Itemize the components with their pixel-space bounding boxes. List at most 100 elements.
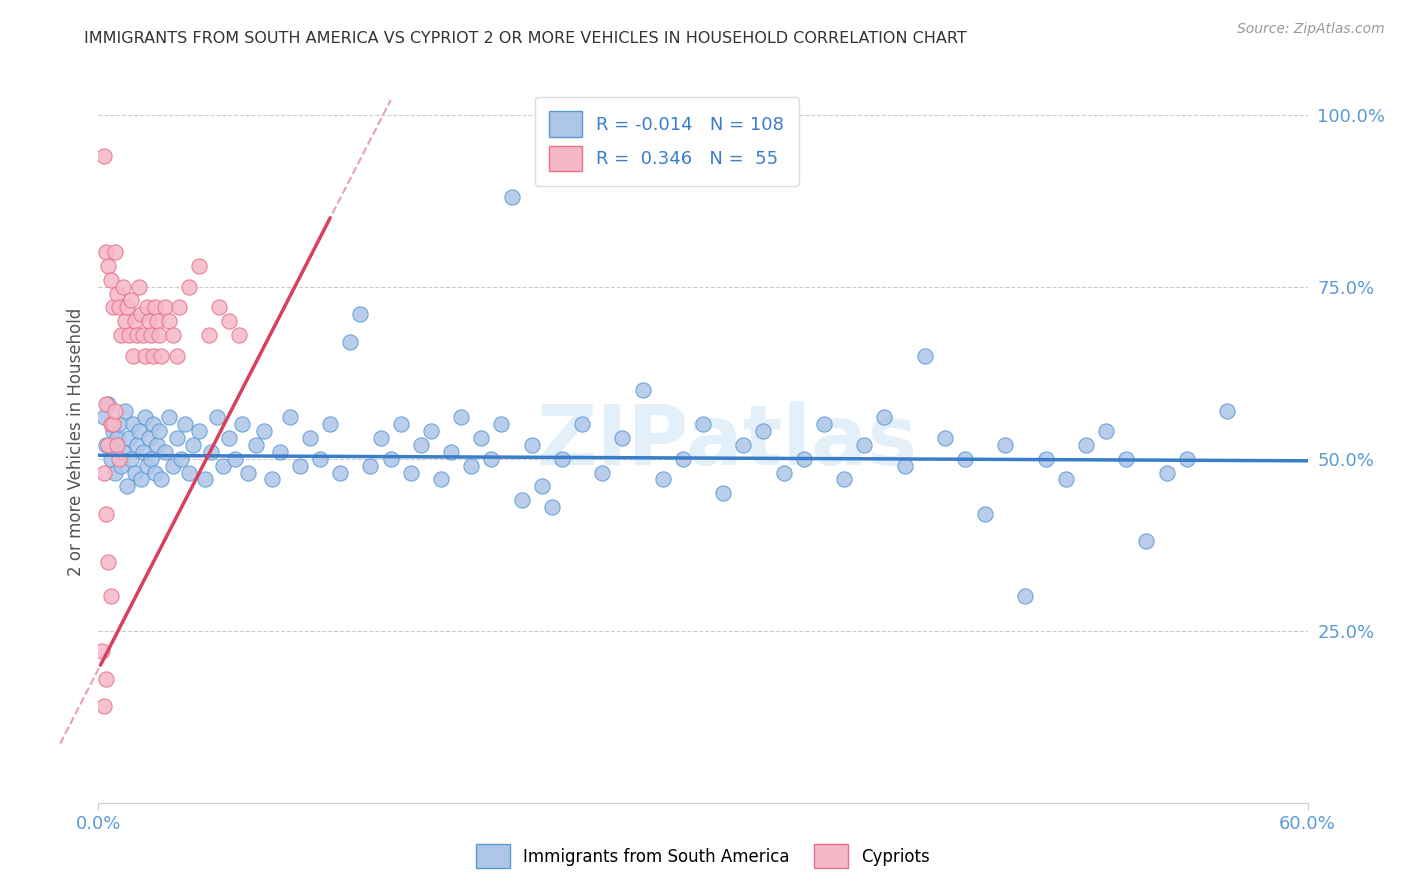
Point xyxy=(97,438,120,452)
Point xyxy=(142,417,165,432)
Point xyxy=(110,458,132,473)
Point xyxy=(128,424,150,438)
Point xyxy=(651,472,673,486)
Point xyxy=(135,458,157,473)
Point xyxy=(103,466,125,480)
Point xyxy=(139,327,162,342)
Point xyxy=(115,301,138,315)
Point xyxy=(162,458,184,473)
Point xyxy=(198,327,221,342)
Point xyxy=(224,451,246,466)
Text: IMMIGRANTS FROM SOUTH AMERICA VS CYPRIOT 2 OR MORE VEHICLES IN HOUSEHOLD CORRELA: IMMIGRANTS FROM SOUTH AMERICA VS CYPRIOT… xyxy=(84,31,967,46)
Point xyxy=(114,314,136,328)
Point xyxy=(481,451,503,466)
Point xyxy=(100,417,122,432)
Point xyxy=(111,279,134,293)
Point xyxy=(218,314,240,328)
Point xyxy=(420,424,443,438)
Point xyxy=(329,466,352,480)
Point xyxy=(107,301,129,315)
Point xyxy=(1135,534,1157,549)
Point xyxy=(132,327,155,342)
Point xyxy=(460,458,482,473)
Point xyxy=(873,410,896,425)
Point xyxy=(97,555,120,569)
Point xyxy=(143,301,166,315)
Point xyxy=(142,349,165,363)
Point xyxy=(188,259,211,273)
Point xyxy=(162,327,184,342)
Point xyxy=(1054,472,1077,486)
Point xyxy=(672,451,695,466)
Point xyxy=(149,349,172,363)
Point xyxy=(245,438,267,452)
Point xyxy=(114,403,136,417)
Point xyxy=(194,472,217,486)
Point xyxy=(200,445,222,459)
Point xyxy=(1156,466,1178,480)
Point xyxy=(148,327,170,342)
Point xyxy=(339,334,361,349)
Point xyxy=(591,466,613,480)
Point xyxy=(153,301,176,315)
Text: Source: ZipAtlas.com: Source: ZipAtlas.com xyxy=(1237,22,1385,37)
Point xyxy=(832,472,855,486)
Point xyxy=(166,431,188,445)
Point xyxy=(134,349,156,363)
Point xyxy=(139,451,162,466)
Point xyxy=(101,417,124,432)
Point xyxy=(510,493,533,508)
Point xyxy=(409,438,432,452)
Point xyxy=(389,417,412,432)
Point xyxy=(100,273,122,287)
Legend: Immigrants from South America, Cypriots: Immigrants from South America, Cypriots xyxy=(470,838,936,875)
Point xyxy=(101,301,124,315)
Point xyxy=(135,301,157,315)
Point xyxy=(167,301,190,315)
Point xyxy=(125,327,148,342)
Point xyxy=(153,445,176,459)
Point xyxy=(149,472,172,486)
Point xyxy=(1014,590,1036,604)
Point xyxy=(470,431,492,445)
Point xyxy=(752,424,775,438)
Point xyxy=(571,417,593,432)
Point xyxy=(170,451,193,466)
Point xyxy=(105,286,128,301)
Point xyxy=(1115,451,1137,466)
Point xyxy=(125,438,148,452)
Point xyxy=(96,672,118,686)
Point xyxy=(893,458,915,473)
Point xyxy=(612,431,634,445)
Point xyxy=(212,458,235,473)
Point xyxy=(793,451,815,466)
Point xyxy=(551,451,574,466)
Point xyxy=(107,451,129,466)
Point xyxy=(105,438,128,452)
Point xyxy=(97,259,120,273)
Point xyxy=(1175,451,1198,466)
Point xyxy=(101,424,124,438)
Point xyxy=(269,445,291,459)
Point xyxy=(491,417,513,432)
Point xyxy=(132,445,155,459)
Point xyxy=(100,451,122,466)
Point xyxy=(711,486,734,500)
Point xyxy=(128,279,150,293)
Point xyxy=(1035,451,1057,466)
Point xyxy=(813,417,835,432)
Point xyxy=(1095,424,1118,438)
Point xyxy=(530,479,553,493)
Point xyxy=(253,424,276,438)
Point xyxy=(733,438,755,452)
Point xyxy=(138,314,160,328)
Point xyxy=(93,699,115,714)
Point xyxy=(148,424,170,438)
Point xyxy=(103,245,125,260)
Point xyxy=(118,327,141,342)
Point xyxy=(91,644,114,658)
Point xyxy=(96,507,118,521)
Point xyxy=(93,466,115,480)
Point xyxy=(370,431,392,445)
Point xyxy=(129,307,152,321)
